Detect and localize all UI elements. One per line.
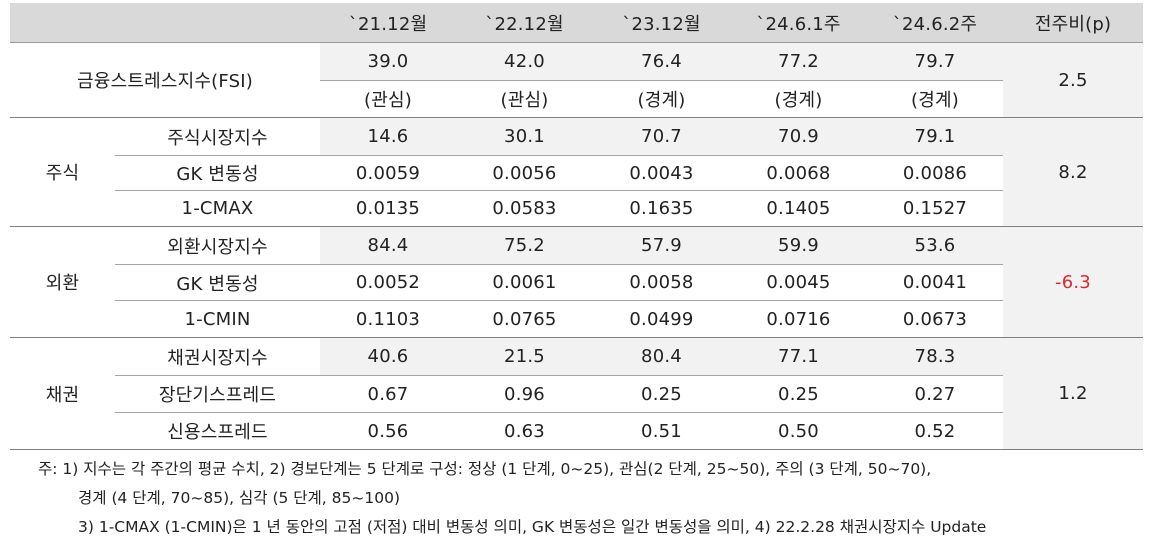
cell-value: 0.1527 bbox=[902, 198, 968, 219]
row-label: 장단기스프레드 bbox=[158, 385, 277, 406]
divider bbox=[115, 412, 1003, 413]
cell-value: 0.0499 bbox=[629, 308, 694, 330]
cell-value: 77.1 bbox=[778, 346, 819, 367]
col-header-2461: `24.6.1주 bbox=[756, 13, 841, 35]
row-label: 채권시장지수 bbox=[167, 347, 268, 369]
cell-value: 0.25 bbox=[641, 383, 682, 405]
cell-value: 0.0673 bbox=[902, 308, 968, 330]
divider bbox=[115, 155, 1003, 156]
divider bbox=[115, 264, 1003, 265]
cell-value: 57.9 bbox=[641, 235, 682, 256]
footnote-line-3: 3) 1-CMAX (1-CMIN)은 1 년 동안의 고점 (저점) 대비 변… bbox=[78, 518, 987, 536]
cell-value: 0.67 bbox=[367, 383, 409, 405]
cell-value: 0.1635 bbox=[629, 198, 694, 219]
cell-value: 0.0052 bbox=[355, 272, 421, 293]
cell-value: 0.52 bbox=[914, 420, 956, 442]
cell-value: 70.9 bbox=[778, 126, 819, 147]
cell-value: 79.1 bbox=[914, 126, 956, 147]
divider bbox=[320, 80, 1003, 81]
fsi-level: (관심) bbox=[500, 90, 549, 111]
cell-value: 0.56 bbox=[367, 420, 409, 442]
cell-value: 0.27 bbox=[914, 383, 956, 405]
col-header-2462: `24.6.2주 bbox=[892, 13, 978, 35]
cell-value: 80.4 bbox=[641, 346, 682, 367]
cell-value: 59.9 bbox=[778, 235, 819, 256]
cell-value: 0.96 bbox=[504, 383, 545, 405]
fsi-level: (경계) bbox=[911, 90, 959, 111]
cell-value: 40.6 bbox=[367, 346, 409, 367]
cell-value: 0.51 bbox=[641, 420, 682, 442]
row-label: 1-CMIN bbox=[184, 308, 251, 330]
cell-value: 0.63 bbox=[504, 420, 545, 442]
fsi-change: 2.5 bbox=[1058, 69, 1088, 91]
table-header: `21.12월 `22.12월 `23.12월 `24.6.1주 `24.6.2… bbox=[10, 3, 1143, 43]
divider bbox=[115, 375, 1003, 376]
cell-value: 0.0716 bbox=[766, 308, 831, 330]
col-header-2312: `23.12월 bbox=[622, 13, 701, 35]
cell-value: 84.4 bbox=[367, 235, 409, 256]
row-label: GK 변동성 bbox=[176, 164, 259, 185]
cell-value: 0.0045 bbox=[766, 272, 831, 293]
stock-index-shade bbox=[320, 118, 1003, 155]
cell-value: 0.0583 bbox=[492, 198, 557, 219]
cell-value: 0.50 bbox=[778, 420, 819, 442]
fsi-level: (관심) bbox=[364, 90, 412, 111]
row-label: 주식시장지수 bbox=[167, 127, 268, 149]
cell-value: 21.5 bbox=[504, 346, 545, 367]
cell-value: 0.0135 bbox=[355, 198, 421, 219]
fsi-table: `21.12월 `22.12월 `23.12월 `24.6.1주 `24.6.2… bbox=[10, 3, 1143, 450]
change-column-shade bbox=[1003, 43, 1143, 450]
fsi-value: 42.0 bbox=[504, 51, 545, 72]
group-label-bond: 채권 bbox=[45, 384, 80, 406]
col-header-change: 전주비(p) bbox=[1034, 13, 1112, 35]
cell-value: 0.0061 bbox=[492, 272, 557, 293]
cell-value: 0.0086 bbox=[902, 162, 968, 184]
footnote-line-2: 경계 (4 단계, 70~85), 심각 (5 단계, 85~100) bbox=[78, 489, 400, 507]
cell-value: 0.0056 bbox=[492, 162, 557, 184]
cell-value: 75.2 bbox=[504, 235, 545, 256]
divider bbox=[10, 449, 1143, 450]
row-label: 1-CMAX bbox=[181, 198, 254, 219]
group-change-stock: 8.2 bbox=[1058, 161, 1088, 183]
divider bbox=[10, 226, 1143, 227]
fx-index-shade bbox=[320, 227, 1003, 264]
divider bbox=[10, 337, 1143, 338]
col-header-2212: `22.12월 bbox=[485, 13, 564, 35]
group-label-fx: 외환 bbox=[45, 273, 80, 294]
cell-value: 0.0043 bbox=[629, 162, 694, 184]
fsi-value: 76.4 bbox=[641, 51, 682, 72]
fsi-level: (경계) bbox=[637, 90, 686, 111]
footnote-line-1: 주: 1) 지수는 각 주간의 평균 수치, 2) 경보단계는 5 단계로 구성… bbox=[38, 460, 932, 478]
cell-value: 0.1103 bbox=[355, 308, 421, 330]
fsi-label: 금융스트레스지수(FSI) bbox=[77, 71, 253, 92]
row-label: GK 변동성 bbox=[176, 273, 259, 295]
fsi-value: 79.7 bbox=[914, 51, 956, 72]
divider bbox=[115, 300, 1003, 301]
cell-value: 14.6 bbox=[367, 126, 409, 147]
cell-value: 0.1405 bbox=[766, 198, 831, 219]
cell-value: 0.25 bbox=[778, 383, 819, 405]
fsi-level: (경계) bbox=[774, 90, 823, 111]
fsi-value: 77.2 bbox=[778, 51, 819, 72]
cell-value: 0.0765 bbox=[492, 308, 557, 330]
group-label-stock: 주식 bbox=[45, 163, 80, 184]
row-label: 신용스프레드 bbox=[167, 422, 268, 443]
bond-index-shade bbox=[320, 338, 1003, 375]
cell-value: 0.0058 bbox=[629, 272, 694, 293]
fsi-value: 39.0 bbox=[367, 51, 409, 72]
fsi-values-shade bbox=[320, 43, 1003, 80]
cell-value: 53.6 bbox=[914, 235, 956, 256]
cell-value: 30.1 bbox=[504, 126, 545, 147]
cell-value: 0.0041 bbox=[902, 272, 968, 293]
group-change-bond: 1.2 bbox=[1058, 383, 1088, 404]
divider bbox=[115, 190, 1003, 191]
cell-value: 0.0068 bbox=[766, 162, 831, 184]
col-header-2112: `21.12월 bbox=[348, 13, 428, 35]
cell-value: 78.3 bbox=[914, 346, 956, 367]
cell-value: 70.7 bbox=[641, 126, 682, 147]
row-label: 외환시장지수 bbox=[167, 236, 268, 258]
cell-value: 0.0059 bbox=[355, 162, 421, 184]
divider bbox=[10, 117, 1143, 118]
group-change-fx: -6.3 bbox=[1055, 271, 1091, 293]
